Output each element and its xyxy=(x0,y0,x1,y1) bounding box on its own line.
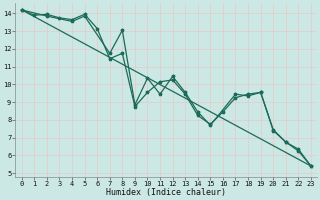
X-axis label: Humidex (Indice chaleur): Humidex (Indice chaleur) xyxy=(106,188,226,197)
